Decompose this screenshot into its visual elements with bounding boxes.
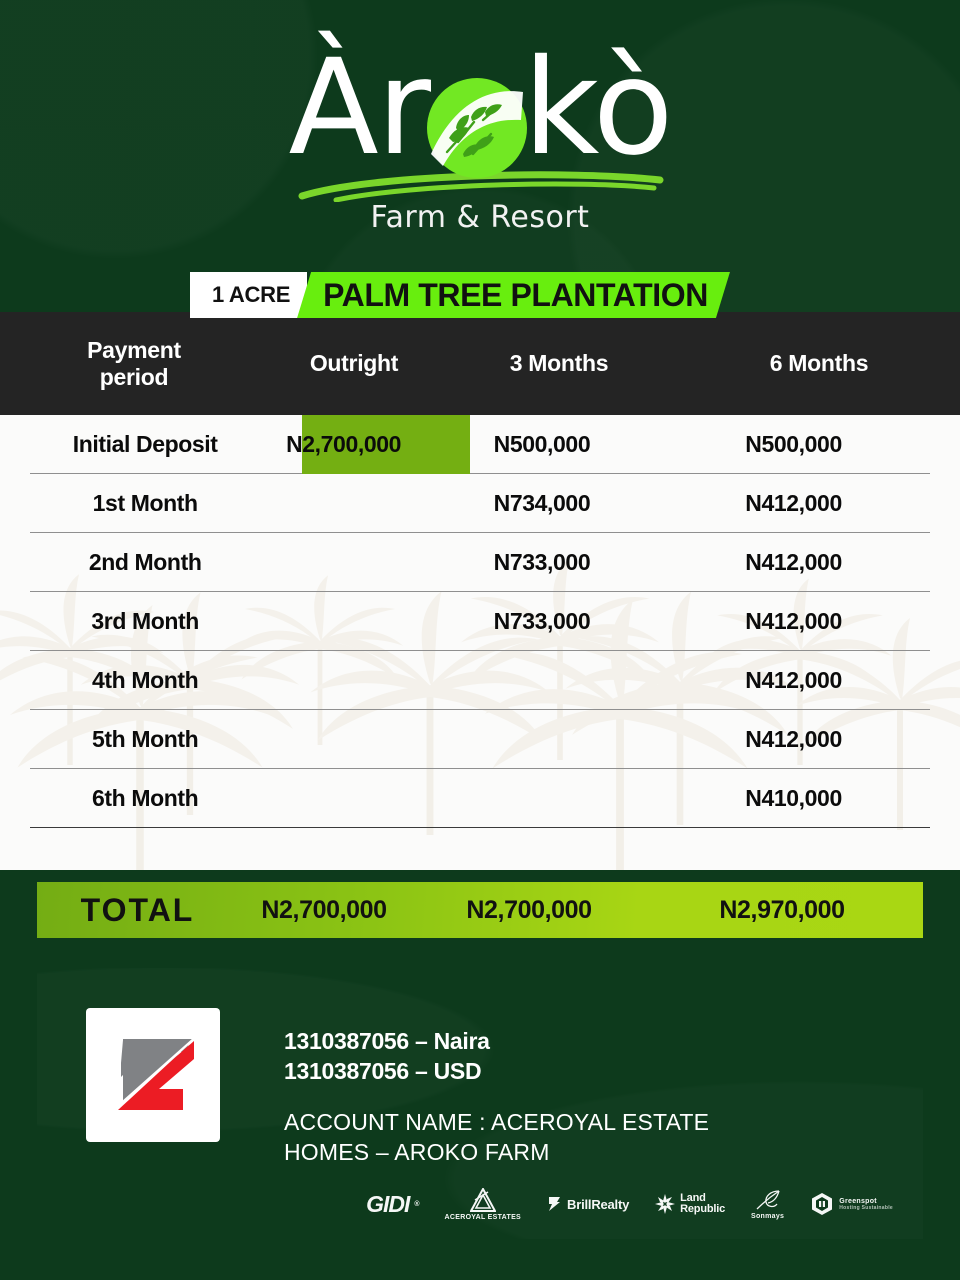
- account-name-line1: ACCOUNT NAME : ACEROYAL ESTATE: [284, 1108, 710, 1135]
- plantation-title: PALM TREE PLANTATION: [297, 272, 730, 318]
- bank-account-info: 1310387056 – Naira 1310387056 – USD ACCO…: [284, 1026, 884, 1168]
- acre-tag: 1 ACRE: [190, 272, 308, 318]
- cell-outright: N2,700,000: [286, 430, 402, 457]
- cell-6-months: N412,000: [745, 666, 842, 693]
- cell-3-months: N734,000: [493, 489, 591, 516]
- zenith-bank-logo: [112, 1038, 196, 1110]
- bank-details-panel: 1310387056 – Naira 1310387056 – USD ACCO…: [37, 968, 923, 1239]
- brillrealty-mark-icon: [549, 1197, 561, 1212]
- cell-6-months: N412,000: [745, 607, 842, 634]
- cell-6-months: N412,000: [745, 548, 842, 575]
- cell-6-months: N410,000: [745, 784, 842, 811]
- gidi-registered-icon: ®: [414, 1200, 419, 1208]
- zenith-bank-logo-box: [86, 1008, 220, 1142]
- highlight-cell-initial-deposit: [302, 415, 470, 474]
- partner-sonmays: Sonmays: [751, 1189, 784, 1220]
- gidi-logo-text: GIDI: [366, 1190, 410, 1217]
- table-row: Initial Deposit N2,700,000 N500,000 N500…: [30, 415, 930, 474]
- sonmays-swirl-icon: [756, 1190, 780, 1210]
- total-3-months: N2,700,000: [466, 895, 592, 924]
- partner-logos: GIDI ® ACEROYAL ESTATES BrillRealty: [37, 1187, 923, 1221]
- column-header-payment-period: Payment period: [0, 337, 268, 390]
- table-header-row: Payment period Outright 3 Months 6 Month…: [0, 312, 960, 415]
- aceroyal-triangle-icon: [469, 1187, 496, 1212]
- account-number-naira: 1310387056 – Naira: [284, 1028, 490, 1054]
- cell-6-months: N412,000: [745, 725, 842, 752]
- logo-text-part1: Àr: [288, 31, 431, 185]
- logo-text-part2: kò: [523, 31, 673, 185]
- total-label: TOTAL: [80, 891, 195, 928]
- row-label: 4th Month: [92, 666, 199, 693]
- partner-brillrealty: BrillRealty: [547, 1196, 629, 1212]
- table-body: Initial Deposit N2,700,000 N500,000 N500…: [0, 415, 960, 870]
- column-header-6-months: 6 Months: [769, 350, 869, 377]
- cell-6-months: N500,000: [745, 430, 842, 457]
- land-republic-star-icon: [655, 1194, 676, 1215]
- brand-logo: Àr: [0, 31, 960, 235]
- title-banner: 1 ACRE PALM TREE PLANTATION: [190, 272, 730, 318]
- partner-land-republic: Land Republic: [655, 1191, 725, 1216]
- partner-aceroyal-estates: ACEROYAL ESTATES: [444, 1187, 522, 1221]
- cell-6-months: N412,000: [745, 489, 842, 516]
- aceroyal-label: ACEROYAL ESTATES: [444, 1213, 522, 1221]
- row-label: 2nd Month: [88, 548, 202, 575]
- logo-tagline: Farm & Resort: [370, 200, 590, 235]
- greenspot-hex-icon: [812, 1193, 833, 1216]
- row-label: Initial Deposit: [72, 430, 218, 457]
- hero-section: Àr: [0, 0, 960, 312]
- palm-tree-watermark: [0, 415, 960, 870]
- partner-gidi: GIDI ®: [366, 1190, 419, 1218]
- partner-greenspot: Greenspot Hosting Sustainable: [810, 1192, 893, 1216]
- brillrealty-label: BrillRealty: [567, 1196, 630, 1212]
- account-name-line2: HOMES – AROKO FARM: [284, 1139, 550, 1166]
- land-republic-line2: Republic: [680, 1203, 725, 1216]
- land-republic-label: Land Republic: [680, 1191, 725, 1216]
- row-label: 1st Month: [92, 489, 198, 516]
- column-header-outright: Outright: [309, 350, 399, 377]
- payment-period-line1: Payment: [87, 337, 181, 364]
- table-row: 4th Month N412,000: [30, 651, 930, 710]
- column-header-3-months: 3 Months: [509, 350, 609, 377]
- row-label: 5th Month: [92, 725, 199, 752]
- row-label: 3rd Month: [91, 607, 199, 634]
- logo-wordmark: Àr: [288, 31, 674, 185]
- total-row: TOTAL N2,700,000 N2,700,000 N2,970,000: [37, 882, 923, 938]
- cell-3-months: N500,000: [493, 430, 591, 457]
- total-6-months: N2,970,000: [719, 895, 845, 924]
- table-rows: Initial Deposit N2,700,000 N500,000 N500…: [0, 415, 960, 870]
- sonmays-label: Sonmays: [751, 1212, 785, 1220]
- table-row: 3rd Month N733,000 N412,000: [30, 592, 930, 651]
- total-outright: N2,700,000: [261, 895, 387, 924]
- row-label: 6th Month: [92, 784, 199, 811]
- land-republic-line1: Land: [680, 1191, 706, 1204]
- table-row: 5th Month N412,000: [30, 710, 930, 769]
- cell-3-months: N733,000: [493, 548, 591, 575]
- greenspot-name: Greenspot: [839, 1197, 877, 1205]
- table-row: 6th Month N410,000: [30, 769, 930, 828]
- account-number-usd: 1310387056 – USD: [284, 1058, 482, 1085]
- table-row: 2nd Month N733,000 N412,000: [30, 533, 930, 592]
- greenspot-label: Greenspot Hosting Sustainable: [839, 1198, 893, 1212]
- cell-3-months: N733,000: [493, 607, 591, 634]
- table-row: 1st Month N734,000 N412,000: [30, 474, 930, 533]
- greenspot-sub: Hosting Sustainable: [839, 1204, 893, 1211]
- payment-period-line2: period: [99, 363, 169, 390]
- leaf-circle-icon: [425, 76, 529, 180]
